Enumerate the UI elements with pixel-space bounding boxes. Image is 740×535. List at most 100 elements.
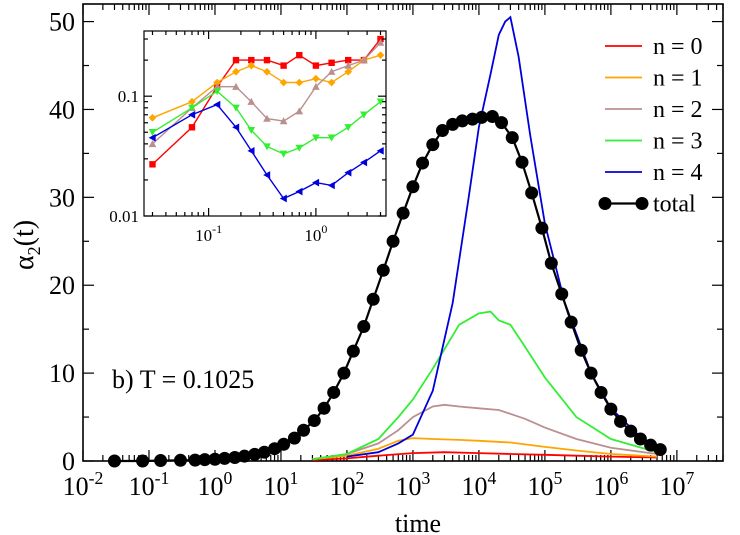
- inset-point-n-1: [295, 78, 304, 87]
- data-point-total: [416, 156, 430, 170]
- data-point-total: [564, 315, 578, 329]
- data-point-total: [357, 320, 371, 334]
- legend: n = 0 n = 1 n = 2 n = 3 n = 4 total: [598, 34, 703, 218]
- inset-y-tick-label: 0.1: [118, 87, 139, 106]
- data-point-total: [208, 452, 222, 466]
- y-tick-label: 20: [49, 271, 75, 300]
- inset-point-n-2: [279, 117, 288, 125]
- inset-point-n-1: [247, 61, 256, 70]
- inset-point-n-4: [295, 187, 303, 196]
- y-tick-label: 10: [49, 359, 75, 388]
- inset-point-n-1: [148, 113, 157, 122]
- inset-point-n-3: [148, 129, 157, 137]
- inset-point-n-4: [188, 110, 196, 119]
- inset-point-n-0: [149, 161, 156, 168]
- data-point-total: [287, 431, 301, 445]
- inset-point-n-0: [345, 56, 352, 64]
- inset-point-n-0: [328, 59, 335, 66]
- main-plot: 10-2 10-1 100 101 102 103 104 105 106 107 0 10 20 30 4…: [49, 3, 724, 501]
- data-point-total: [366, 292, 380, 306]
- legend-label-n-1: n = 1: [653, 66, 703, 92]
- inset-point-n-1: [279, 78, 288, 87]
- inset-point-n-4: [279, 194, 287, 203]
- inset-point-n-0: [263, 56, 271, 64]
- inset-point-n-3: [360, 111, 368, 119]
- legend-marker-total: [635, 197, 649, 210]
- inset-point-n-1: [312, 74, 320, 83]
- y-tick-label: 40: [49, 95, 75, 124]
- inset-point-n-2: [148, 140, 157, 148]
- inset-point-n-0: [312, 62, 320, 69]
- data-point-total: [604, 402, 618, 416]
- legend-label-total: total: [653, 192, 696, 218]
- x-tick-label: 103: [396, 468, 431, 501]
- inset-plot: 10-1 100 0.01 0.1: [109, 30, 387, 245]
- data-point-total: [136, 454, 150, 468]
- inset-point-n-4: [247, 146, 255, 155]
- data-point-total: [633, 432, 647, 446]
- inset-point-n-2: [360, 56, 368, 64]
- inset-point-n-1: [327, 78, 336, 87]
- data-point-total: [396, 206, 410, 220]
- x-tick-label: 104: [461, 468, 496, 501]
- inset-point-n-4: [327, 181, 335, 190]
- inset-point-n-4: [312, 178, 320, 187]
- inset-point-n-3: [247, 127, 256, 135]
- series-line-n-3: [312, 310, 658, 461]
- inset-point-n-4: [148, 133, 156, 142]
- legend-label-n-4: n = 4: [653, 160, 703, 186]
- inset-point-n-2: [263, 114, 271, 122]
- series-line-n-1: [312, 437, 658, 461]
- inset-point-n-3: [344, 124, 353, 132]
- data-point-total: [327, 385, 341, 399]
- data-point-total: [277, 437, 291, 451]
- inset-point-n-2: [247, 97, 256, 105]
- inset-point-n-3: [263, 143, 271, 151]
- x-tick-label: 10-1: [129, 468, 170, 501]
- inset-point-n-3: [232, 104, 240, 112]
- data-point-total: [237, 449, 251, 463]
- data-point-total: [188, 453, 202, 467]
- data-point-total: [515, 155, 529, 169]
- data-point-total: [386, 234, 400, 248]
- inset-point-n-3: [279, 150, 288, 158]
- data-point-total: [257, 445, 271, 459]
- inset-point-n-2: [295, 107, 304, 115]
- inset-point-n-3: [327, 134, 336, 142]
- data-point-total: [307, 414, 321, 428]
- data-point-total: [455, 114, 469, 128]
- legend-label-n-0: n = 0: [653, 34, 703, 60]
- inset-point-n-1: [232, 67, 240, 76]
- inset-point-n-4: [376, 146, 384, 155]
- inset-point-n-0: [188, 124, 196, 131]
- inset-point-n-1: [344, 67, 353, 76]
- data-point-total: [485, 109, 499, 123]
- data-point-total: [624, 424, 638, 438]
- data-point-total: [653, 443, 667, 457]
- data-point-total: [475, 110, 489, 124]
- data-point-total: [198, 453, 212, 467]
- inset-point-n-4: [213, 100, 221, 109]
- inset-point-n-1: [213, 78, 221, 87]
- data-point-total: [376, 263, 390, 277]
- x-tick-label: 105: [527, 468, 562, 501]
- inset-point-n-3: [312, 134, 320, 142]
- inset-point-n-0: [232, 56, 240, 64]
- inset-point-n-0: [296, 51, 303, 59]
- data-point-total: [426, 138, 440, 152]
- data-point-total: [107, 454, 121, 468]
- data-point-total: [574, 343, 588, 357]
- inset-point-n-4: [232, 123, 240, 132]
- data-point-total: [535, 221, 549, 235]
- inset-x-tick-label: 10-1: [195, 222, 222, 245]
- data-point-total: [297, 423, 311, 437]
- inset-point-n-3: [213, 88, 221, 96]
- data-point-total: [525, 186, 539, 200]
- legend-label-n-3: n = 3: [653, 129, 703, 155]
- legend-marker-total: [598, 197, 612, 210]
- inset-point-n-3: [295, 144, 304, 152]
- inset-point-n-0: [280, 62, 287, 69]
- x-tick-label: 100: [198, 468, 233, 501]
- legend-label-n-2: n = 2: [653, 97, 703, 123]
- y-tick-label: 0: [62, 447, 75, 476]
